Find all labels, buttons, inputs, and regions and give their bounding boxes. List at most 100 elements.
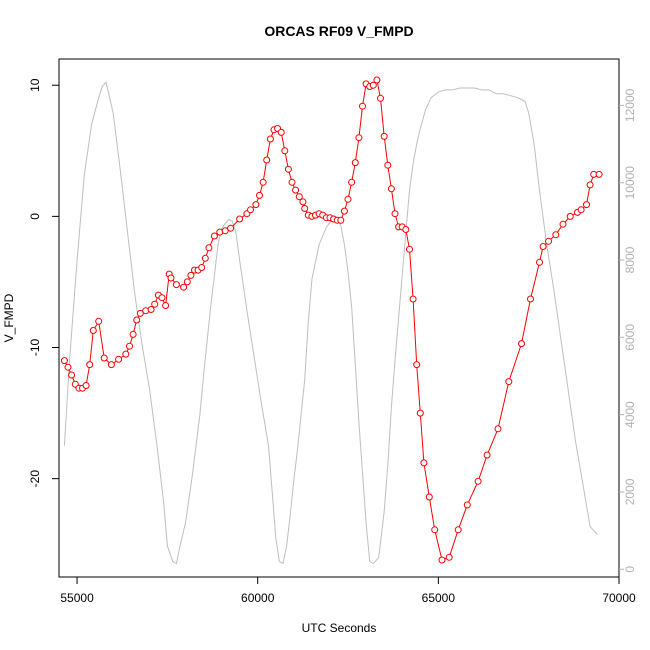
data-point-90 bbox=[425, 493, 433, 501]
data-point-7 bbox=[86, 361, 94, 369]
data-point-10 bbox=[100, 354, 108, 362]
data-point-39 bbox=[236, 215, 244, 223]
data-point-93 bbox=[445, 553, 453, 561]
x-tick-label-1: 60000 bbox=[241, 591, 275, 605]
data-point-54 bbox=[295, 193, 303, 201]
data-point-109 bbox=[577, 206, 585, 214]
data-point-111 bbox=[586, 181, 594, 189]
y-tick-label-3: 10 bbox=[28, 78, 42, 92]
data-point-32 bbox=[198, 264, 206, 271]
y-tick-label-0: -20 bbox=[28, 470, 42, 488]
data-point-35 bbox=[210, 232, 218, 240]
data-point-56 bbox=[301, 205, 309, 212]
y2-tick-label-4: 8000 bbox=[623, 246, 637, 273]
data-point-68 bbox=[344, 195, 352, 203]
data-point-22 bbox=[158, 294, 166, 302]
data-point-50 bbox=[281, 147, 289, 155]
data-point-92 bbox=[438, 556, 446, 564]
data-point-19 bbox=[147, 306, 155, 313]
plot-frame bbox=[58, 58, 620, 578]
x-tick-label-0: 55000 bbox=[60, 591, 94, 605]
data-point-25 bbox=[167, 274, 175, 282]
data-point-14 bbox=[126, 342, 133, 350]
data-point-38 bbox=[227, 224, 235, 232]
data-point-91 bbox=[431, 526, 439, 534]
data-point-99 bbox=[505, 378, 513, 386]
y2-tick-label-5: 10000 bbox=[623, 166, 637, 200]
data-point-34 bbox=[205, 244, 213, 252]
data-point-49 bbox=[277, 128, 285, 136]
data-point-76 bbox=[373, 76, 381, 84]
data-point-17 bbox=[136, 309, 144, 317]
data-point-110 bbox=[583, 201, 590, 209]
data-point-29 bbox=[187, 271, 195, 279]
data-point-96 bbox=[474, 477, 482, 485]
data-point-53 bbox=[292, 186, 300, 194]
data-point-69 bbox=[348, 178, 356, 186]
data-point-106 bbox=[559, 220, 567, 228]
data-point-13 bbox=[122, 350, 130, 358]
data-point-42 bbox=[252, 201, 260, 209]
data-point-103 bbox=[539, 243, 547, 250]
data-point-11 bbox=[107, 361, 115, 369]
data-point-72 bbox=[359, 102, 366, 110]
data-point-107 bbox=[566, 212, 574, 220]
data-point-23 bbox=[162, 302, 170, 309]
data-point-1 bbox=[64, 363, 72, 371]
data-point-0 bbox=[60, 357, 68, 365]
data-point-85 bbox=[406, 245, 413, 253]
data-point-51 bbox=[284, 165, 292, 173]
data-point-105 bbox=[552, 231, 560, 239]
y2-tick-label-3: 6000 bbox=[623, 324, 637, 351]
y2-tick-label-1: 2000 bbox=[623, 478, 637, 505]
data-point-87 bbox=[413, 361, 421, 369]
data-point-88 bbox=[416, 409, 424, 417]
data-point-113 bbox=[595, 170, 603, 178]
data-point-55 bbox=[299, 198, 307, 206]
x-tick-label-3: 70000 bbox=[602, 591, 636, 605]
data-point-43 bbox=[256, 191, 263, 199]
data-point-97 bbox=[483, 451, 491, 459]
y2-tick-label-0: 0 bbox=[623, 566, 637, 573]
data-point-46 bbox=[266, 135, 274, 143]
chart-title: ORCAS RF09 V_FMPD bbox=[264, 23, 413, 39]
data-point-9 bbox=[95, 317, 103, 325]
data-point-71 bbox=[355, 134, 363, 142]
data-point-77 bbox=[377, 94, 384, 102]
data-point-8 bbox=[89, 327, 97, 334]
y-tick-label-2: 0 bbox=[28, 213, 42, 220]
secondary-series-layer bbox=[63, 81, 598, 565]
data-point-81 bbox=[391, 210, 399, 218]
y2-tick-label-2: 4000 bbox=[623, 401, 637, 428]
data-point-41 bbox=[247, 206, 254, 214]
data-point-104 bbox=[545, 237, 552, 245]
data-point-45 bbox=[263, 156, 271, 164]
data-point-66 bbox=[337, 216, 345, 224]
data-point-26 bbox=[172, 281, 180, 289]
data-point-79 bbox=[384, 161, 392, 169]
axes-layer: 55000 60000 65000 70000 -20 -10 0 10 0 2000 4000 60… bbox=[28, 58, 637, 605]
data-point-37 bbox=[221, 227, 229, 235]
secondary-series-line bbox=[63, 81, 598, 565]
data-point-98 bbox=[494, 425, 502, 433]
data-point-16 bbox=[133, 316, 141, 324]
data-point-86 bbox=[409, 295, 417, 303]
data-point-20 bbox=[151, 300, 159, 308]
data-point-12 bbox=[115, 355, 123, 363]
data-point-44 bbox=[259, 178, 267, 186]
data-point-102 bbox=[536, 258, 543, 266]
data-point-27 bbox=[180, 283, 188, 291]
data-point-80 bbox=[387, 185, 395, 193]
data-point-28 bbox=[183, 278, 191, 286]
data-point-75 bbox=[369, 81, 377, 89]
data-point-2 bbox=[68, 371, 76, 379]
data-point-94 bbox=[454, 526, 462, 534]
data-point-6 bbox=[82, 382, 90, 389]
data-point-52 bbox=[288, 178, 296, 186]
data-point-67 bbox=[340, 207, 348, 215]
x-axis-label: UTC Seconds bbox=[302, 621, 377, 635]
data-point-101 bbox=[527, 295, 534, 303]
x-tick-label-2: 65000 bbox=[422, 591, 456, 605]
data-point-89 bbox=[420, 459, 428, 467]
